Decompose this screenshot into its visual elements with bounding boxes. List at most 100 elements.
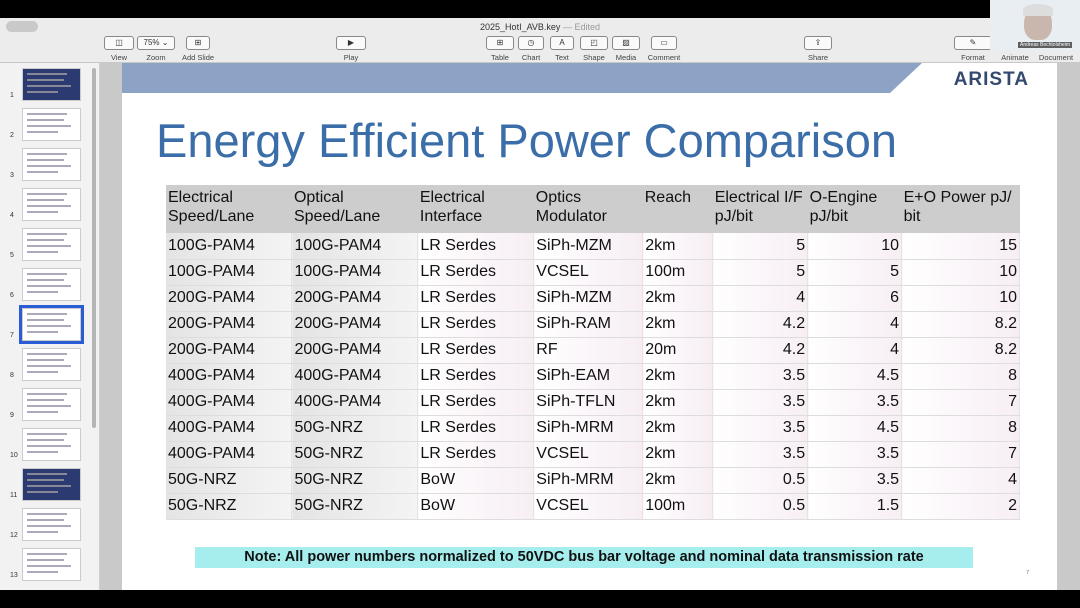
slide[interactable]: ARISTA Energy Efficient Power Comparison…: [122, 63, 1057, 590]
table-cell: 200G-PAM4: [166, 311, 293, 338]
slide-number: 3: [10, 172, 14, 179]
table-label: Table: [491, 53, 509, 62]
table-cell: 2km: [642, 389, 714, 416]
thumbnail-line: [27, 405, 71, 407]
thumbnail-line: [27, 411, 58, 413]
table-cell: 0.5: [712, 467, 809, 494]
thumbnail-line: [27, 371, 58, 373]
document-button[interactable]: Document: [1036, 36, 1076, 62]
share-label: Share: [807, 53, 828, 62]
thumbnail-line: [27, 433, 67, 435]
slide-thumbnail-6[interactable]: [22, 268, 81, 301]
thumbnail-line: [27, 359, 64, 361]
slide-number: 10: [10, 452, 18, 459]
slide-thumbnail-12[interactable]: [22, 508, 81, 541]
table-cell: VCSEL: [533, 441, 644, 468]
slide-thumbnail-2[interactable]: [22, 108, 81, 141]
slide-number: 1: [10, 92, 14, 99]
table-cell: 50G-NRZ: [291, 441, 419, 468]
thumbnail-line: [27, 313, 67, 315]
thumbnail-line: [27, 79, 64, 81]
thumbnail-line: [27, 239, 64, 241]
table-cell: 4: [807, 311, 903, 338]
share-icon: ⇪: [804, 36, 832, 50]
view-icon: ◫: [104, 36, 134, 50]
table-cell: LR Serdes: [417, 363, 535, 390]
media-button[interactable]: ▨ Media: [612, 36, 640, 62]
table-row: 200G-PAM4 200G-PAM4 LR Serdes RF 20m 4.2 4 8.2: [166, 337, 1020, 364]
add-slide-button[interactable]: ⊞ Add Slide: [180, 36, 216, 62]
view-label: View: [110, 53, 128, 62]
slide-number: 12: [10, 532, 18, 539]
table-cell: LR Serdes: [417, 415, 535, 442]
slide-number: 2: [10, 132, 14, 139]
comment-icon: ▭: [651, 36, 677, 50]
add-slide-label: Add Slide: [181, 53, 215, 62]
format-button[interactable]: ✎ Format: [954, 36, 992, 62]
comment-label: Comment: [647, 53, 681, 62]
text-icon: A: [550, 36, 574, 50]
slide-thumbnail-5[interactable]: [22, 228, 81, 261]
thumbnail-line: [27, 571, 58, 573]
slide-thumbnail-7[interactable]: [19, 305, 84, 344]
sidebar-toggle-button[interactable]: [6, 21, 38, 32]
column-header: O-Engine pJ/bit: [807, 185, 902, 233]
table-cell: 100G-PAM4: [166, 259, 293, 286]
slide-thumbnail-10[interactable]: [22, 428, 81, 461]
table-cell: 4: [807, 337, 903, 364]
view-button[interactable]: ◫ View: [104, 36, 134, 62]
table-cell: 8.2: [901, 311, 1020, 338]
table-row: 100G-PAM4 100G-PAM4 LR Serdes SiPh-MZM 2km 5 1…: [166, 233, 1020, 260]
table-button[interactable]: ⊞ Table: [486, 36, 514, 62]
thumbnail-line: [27, 193, 67, 195]
thumbnail-line: [27, 331, 58, 333]
table-cell: 10: [901, 285, 1020, 312]
table-row: 50G-NRZ 50G-NRZ BoW VCSEL 100m 0.5 1.5 2: [166, 493, 1020, 520]
navigator-scrollbar[interactable]: [92, 68, 96, 428]
thumbnail-line: [27, 473, 67, 475]
slide-thumbnail-3[interactable]: [22, 148, 81, 181]
participant-hair: [1023, 4, 1053, 16]
edited-status: — Edited: [562, 22, 600, 32]
table-cell: 6: [807, 285, 903, 312]
text-button[interactable]: A Text: [550, 36, 574, 62]
slide-thumbnail-8[interactable]: [22, 348, 81, 381]
shape-icon: ◰: [580, 36, 608, 50]
comment-button[interactable]: ▭ Comment: [646, 36, 682, 62]
thumbnail-line: [27, 565, 71, 567]
table-cell: 100G-PAM4: [291, 233, 419, 260]
thumbnail-line: [27, 365, 71, 367]
slide-thumbnail-11[interactable]: [22, 468, 81, 501]
thumbnail-line: [27, 451, 58, 453]
slide-thumbnail-1[interactable]: [22, 68, 81, 101]
chart-button[interactable]: ◷ Chart: [518, 36, 544, 62]
slide-thumbnail-9[interactable]: [22, 388, 81, 421]
thumbnail-line: [27, 165, 71, 167]
comparison-table: Electrical Speed/Lane Optical Speed/Lane E…: [166, 185, 1020, 520]
table-cell: 5: [712, 233, 809, 260]
table-cell: 4.2: [712, 311, 809, 338]
thumbnail-line: [27, 205, 71, 207]
table-cell: 15: [901, 233, 1020, 260]
thumbnail-line: [27, 399, 64, 401]
play-button[interactable]: ▶ Play: [336, 36, 366, 62]
share-button[interactable]: ⇪ Share: [804, 36, 832, 62]
shape-button[interactable]: ◰ Shape: [580, 36, 608, 62]
table-cell: SiPh-MRM: [533, 415, 644, 442]
table-header-row: Electrical Speed/Lane Optical Speed/Lane E…: [166, 185, 1020, 233]
column-header: E+O Power pJ/ bit: [901, 185, 1020, 233]
animate-button[interactable]: Animate: [998, 36, 1032, 62]
table-cell: SiPh-EAM: [533, 363, 644, 390]
slide-thumbnail-13[interactable]: [22, 548, 81, 581]
slide-thumbnail-4[interactable]: [22, 188, 81, 221]
column-header: Electrical Interface: [417, 185, 534, 233]
slide-canvas: ARISTA Energy Efficient Power Comparison…: [100, 63, 1080, 590]
play-icon: ▶: [336, 36, 366, 50]
thumbnail-line: [27, 445, 71, 447]
slide-number: 13: [10, 572, 18, 579]
document-title: 2025_HotI_AVB.key — Edited: [0, 22, 1080, 32]
thumbnail-line: [27, 245, 71, 247]
table-cell: 100m: [642, 493, 714, 520]
zoom-button[interactable]: 75% ⌄ Zoom: [137, 36, 175, 62]
zoom-select[interactable]: 75% ⌄: [137, 36, 175, 50]
